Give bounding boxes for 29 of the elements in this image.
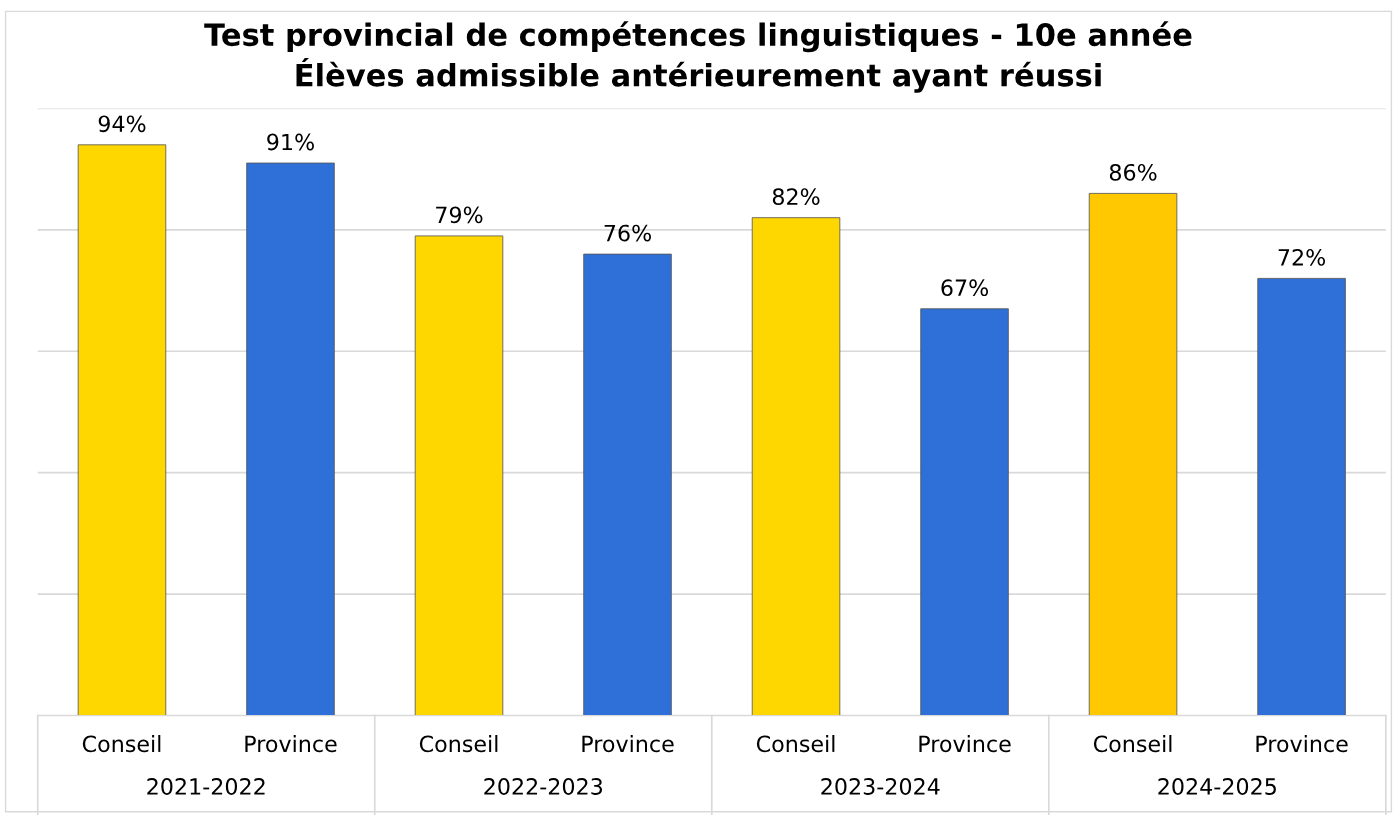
data-label: 86% xyxy=(1109,163,1157,181)
x-tick-label: Conseil xyxy=(1093,735,1172,753)
text: 2022-2023 xyxy=(484,778,603,795)
x-tick-label: Province xyxy=(245,735,337,753)
x-tick-label: Conseil xyxy=(82,735,161,753)
x-tick-label: Conseil xyxy=(419,735,498,753)
text: 2021-2022 xyxy=(147,778,265,795)
x-tick-label: Province xyxy=(582,735,674,753)
bar xyxy=(77,144,167,716)
data-label: 67% xyxy=(941,279,989,297)
bar xyxy=(583,253,672,716)
bar xyxy=(1257,277,1346,716)
x-tick-label: Province xyxy=(919,735,1011,753)
x-tick-label: Conseil xyxy=(756,735,835,753)
data-label: 82% xyxy=(772,188,820,206)
chart-title: Test provincial de compétences linguistiques - 10e année Élèves admissible antérieurement ayant réussi xyxy=(204,21,1192,93)
bar xyxy=(751,217,841,716)
data-label: 72% xyxy=(1278,248,1326,266)
data-label: 94% xyxy=(98,115,146,133)
bar xyxy=(1088,192,1178,716)
bar xyxy=(414,235,504,716)
text: 2024-2025 xyxy=(1158,778,1276,795)
data-label: 79% xyxy=(436,206,483,224)
text: 2023-2024 xyxy=(821,778,940,795)
bar xyxy=(246,162,335,716)
bar xyxy=(920,308,1009,716)
data-label: 91% xyxy=(267,133,314,151)
x-tick-label: Province xyxy=(1256,735,1348,753)
data-label: 76% xyxy=(604,224,651,242)
